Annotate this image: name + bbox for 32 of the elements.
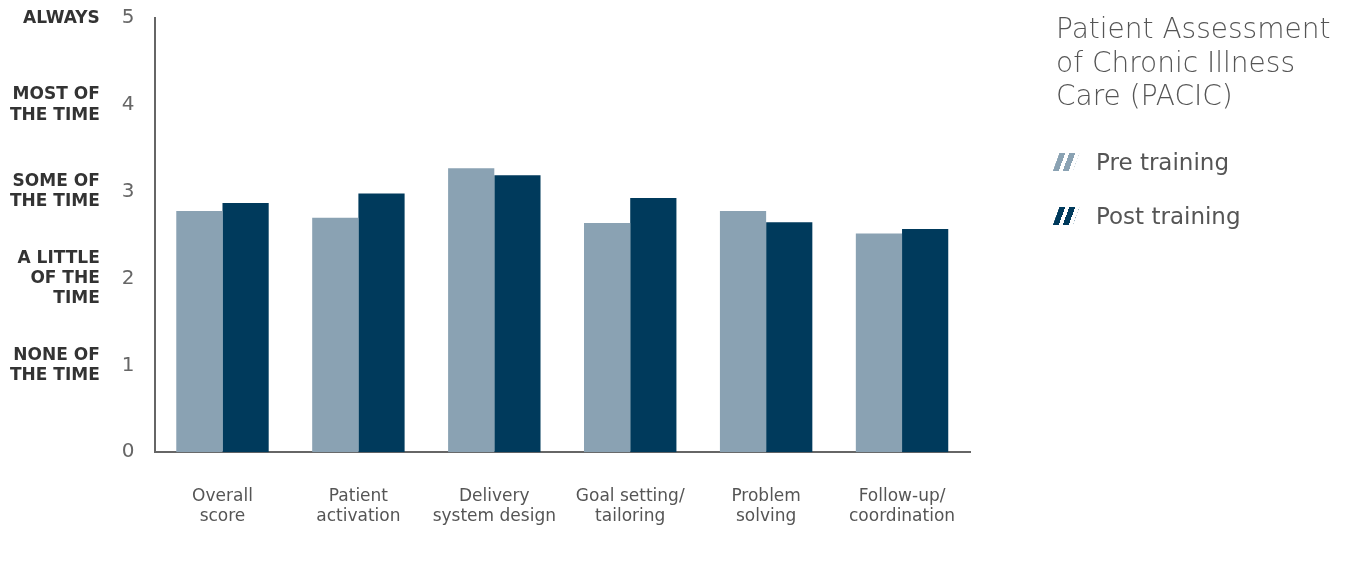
- bar: [766, 222, 813, 453]
- x-tick-label: Delivery system design: [432, 484, 556, 526]
- x-tick-label: Follow-up/ coordination: [848, 484, 956, 526]
- y-tick-label: 5: [121, 4, 135, 29]
- bar: [719, 210, 767, 453]
- bar: [902, 229, 949, 453]
- bar: [855, 233, 903, 453]
- text: A LITTLE OF THE TIME: [17, 246, 100, 308]
- bar: [630, 197, 677, 453]
- bar: [358, 193, 405, 453]
- bar: [176, 210, 223, 453]
- bar: [312, 217, 359, 453]
- y-tick-label: 0: [121, 438, 135, 463]
- bar: [584, 223, 631, 453]
- text: ALWAYS: [23, 6, 100, 27]
- bar: [448, 168, 495, 453]
- legend-label: Post training: [1096, 202, 1241, 229]
- bar: [494, 175, 541, 453]
- y-tick-label: 1: [121, 351, 135, 376]
- x-tick-label: Problem solving: [731, 484, 801, 526]
- x-tick-label: Overall score: [192, 484, 253, 526]
- y-tick-label: 2: [121, 264, 135, 289]
- text: NONE OF THE TIME: [9, 343, 100, 385]
- y-tick-label: 3: [121, 178, 135, 202]
- x-tick-label: Patient activation: [316, 484, 401, 526]
- legend-label: Pre training: [1096, 148, 1229, 175]
- text: Patient Assessment of Chronic Illness Care (PACIC): [1056, 12, 1332, 113]
- x-tick-label: Goal setting/ tailoring: [575, 484, 685, 526]
- text: SOME OF THE TIME: [9, 170, 100, 211]
- bar: [222, 203, 269, 453]
- y-tick-label: 4: [121, 91, 135, 116]
- text: MOST OF THE TIME: [9, 83, 100, 124]
